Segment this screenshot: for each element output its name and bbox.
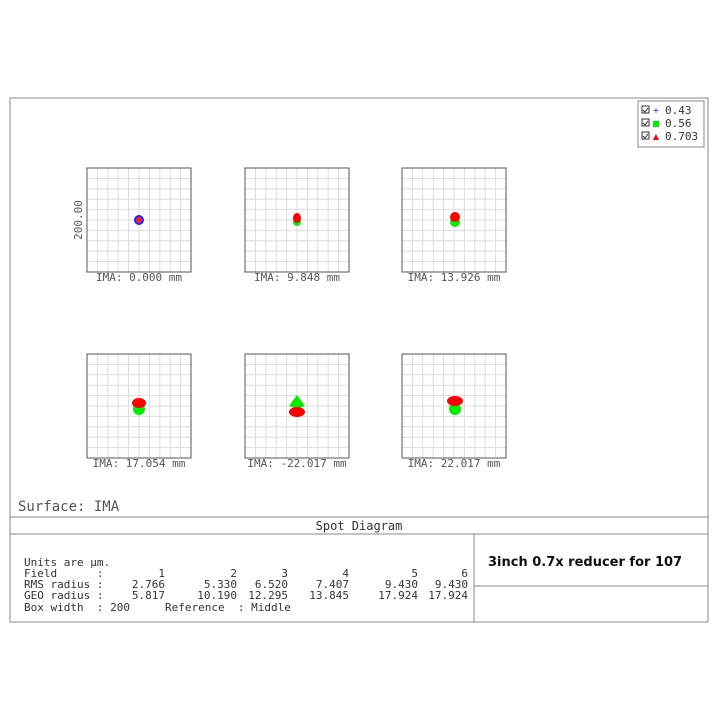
cell: 13.845	[309, 589, 349, 602]
panel-label: IMA: 9.848 mm	[254, 271, 340, 284]
cell: 5	[411, 567, 418, 580]
panel-box	[244, 167, 350, 273]
cell: 3	[281, 567, 288, 580]
cell: 10.190	[197, 589, 237, 602]
cell: 12.295	[248, 589, 288, 602]
checkbox	[641, 105, 650, 114]
cell: 5.330	[204, 578, 237, 591]
spot	[136, 217, 142, 223]
title: Spot Diagram	[316, 519, 403, 533]
spot	[132, 398, 146, 408]
cell: 17.924	[378, 589, 418, 602]
table: Field : 1 2 3 4 5 6 RMS radius : 2.766 5.330 6.520…	[24, 567, 468, 602]
legend-marker: ■	[652, 119, 660, 128]
cell: 6	[461, 567, 468, 580]
legend-label: 0.703	[665, 130, 698, 143]
scale-label: 200.00	[72, 200, 85, 240]
spot	[450, 212, 460, 222]
panel-box	[86, 167, 192, 273]
legend-marker: +	[653, 106, 660, 115]
spot	[447, 396, 463, 406]
cell: 7.407	[316, 578, 349, 591]
cell: 6.520	[255, 578, 288, 591]
cell: 9.430	[435, 578, 468, 591]
checkbox	[641, 131, 650, 140]
spot	[289, 407, 305, 417]
cell: 17.924	[428, 589, 468, 602]
panel-box	[401, 167, 507, 273]
description: 3inch 0.7x reducer for 107	[488, 555, 682, 570]
cell: 9.430	[385, 578, 418, 591]
checkmark	[642, 107, 649, 113]
reference: Reference : Middle	[165, 601, 291, 614]
frame	[9, 97, 709, 623]
panel-label: IMA: -22.017 mm	[247, 457, 347, 470]
spot	[289, 395, 305, 409]
panels: IMA: 0.000 mm 200.00 IMA: 9.848 mm IMA: 13.…	[72, 167, 507, 470]
cell: 4	[342, 567, 349, 580]
panel-box	[86, 353, 192, 459]
cell: 1	[158, 567, 165, 580]
spots	[132, 212, 463, 417]
checkmark	[642, 133, 649, 139]
panel-label: IMA: 22.017 mm	[408, 457, 501, 470]
checkmark	[642, 120, 649, 126]
panel-label: IMA: 13.926 mm	[408, 271, 501, 284]
row-label: Field :	[24, 567, 103, 580]
spot	[449, 403, 461, 415]
units: Units are µm.	[24, 556, 110, 569]
row-label: RMS radius :	[24, 578, 103, 591]
box-width: Box width : 200	[24, 601, 130, 614]
panel-box	[401, 353, 507, 459]
cell: 2	[230, 567, 237, 580]
panel-label: IMA: 0.000 mm	[96, 271, 182, 284]
spot	[293, 213, 301, 223]
legend-marker: ▲	[653, 132, 660, 141]
surface-label: Surface: IMA	[18, 499, 120, 515]
cell: 5.817	[132, 589, 165, 602]
legend: +0.43 ■ 0.56 ▲ 0.703	[641, 104, 698, 143]
legend-label: 0.43	[665, 104, 692, 117]
legend-label: 0.56	[665, 117, 692, 130]
panel-label: IMA: 17.054 mm	[93, 457, 186, 470]
panel-box	[244, 353, 350, 459]
row-label: GEO radius :	[24, 589, 103, 602]
cell: 2.766	[132, 578, 165, 591]
checkbox	[641, 118, 650, 127]
